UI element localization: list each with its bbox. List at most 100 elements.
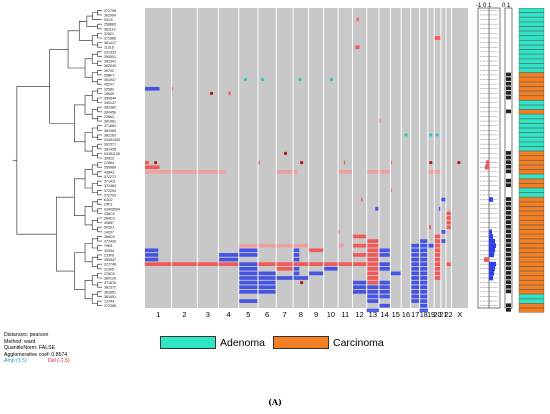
class-indicator-mark — [506, 252, 511, 257]
dendrogram-branch — [97, 217, 102, 223]
deletion-segment — [145, 253, 159, 257]
class-color-cell — [518, 188, 545, 193]
class-color-cell — [518, 132, 545, 138]
deletion-segment — [427, 243, 435, 248]
class-indicator-mark — [506, 271, 511, 275]
class-color-cell — [518, 220, 545, 225]
deletion-segment — [276, 276, 294, 280]
stat-method: Method: ward — [4, 338, 36, 345]
sample-label: 371666 — [104, 37, 116, 41]
sample-label: 378C6 — [104, 272, 115, 276]
class-color-cell — [518, 95, 545, 101]
amplification-segment — [145, 160, 149, 165]
class-indicator-mark — [506, 289, 511, 294]
class-color-cell — [518, 54, 545, 59]
x-tick-label: 6 — [265, 310, 269, 319]
class-indicator-mark — [506, 95, 511, 100]
class-indicator-mark — [506, 72, 511, 77]
summary-bar — [486, 160, 489, 165]
deletion-segment — [410, 276, 420, 280]
amplification-segment — [366, 248, 379, 253]
dendrogram-branch — [97, 282, 102, 288]
stat-agglomerative-coef: Agglomerative coef: 0.8574 — [4, 351, 68, 358]
deletion-segment — [410, 280, 420, 285]
deletion-segment — [419, 294, 428, 299]
x-tick-label: 2 — [182, 310, 186, 319]
amplification-segment — [323, 262, 339, 266]
sample-label: 438A1 — [104, 170, 114, 174]
amplification-segment — [434, 239, 441, 243]
amplification-segment — [276, 262, 294, 266]
focal-event-point — [283, 151, 288, 155]
class-color-cell — [518, 26, 545, 32]
sample-label: 61D2 — [104, 198, 113, 202]
amplification-segment — [445, 211, 452, 216]
sample-label: 390147 — [104, 101, 116, 105]
dendrogram-branch — [84, 280, 93, 300]
class-color-cell — [518, 86, 545, 92]
class-indicator-mark — [506, 238, 511, 243]
stat-distances: Distances: pearson — [4, 332, 49, 338]
x-tick-label: 16 — [402, 310, 410, 319]
deletion-segment — [419, 276, 428, 280]
deletion-segment — [378, 248, 391, 253]
x-tick-label: 7 — [283, 310, 287, 319]
amplification-segment — [276, 266, 294, 271]
dendrogram-branch — [97, 42, 102, 48]
deletion-segment — [378, 303, 391, 308]
deletion-segment — [375, 206, 379, 211]
deletion-segment — [257, 290, 277, 294]
legend-label-adenoma: Adenoma — [220, 336, 265, 349]
deletion-segment — [410, 299, 420, 303]
class-color-cell — [518, 206, 545, 212]
deletion-segment — [293, 276, 309, 280]
class-color-cell — [518, 271, 545, 276]
class-indicator-mark — [506, 248, 511, 252]
dendrogram-branch — [97, 33, 102, 39]
class-indicator-mark — [506, 197, 511, 201]
amplification-segment — [352, 243, 367, 248]
class-color-cell — [518, 35, 545, 41]
sample-label: 350644 — [104, 97, 116, 101]
sample-label: 371411 — [104, 180, 116, 184]
amplification-segment — [171, 86, 173, 91]
deletion-segment — [366, 294, 379, 299]
x-tick-label: 13 — [369, 310, 377, 319]
sample-label: 23663 — [104, 115, 114, 119]
deletion-segment — [238, 271, 258, 276]
deletion-segment — [293, 271, 300, 276]
class-color-cell — [518, 266, 545, 272]
amplification-segment — [228, 91, 231, 96]
class-color-cell — [518, 128, 545, 133]
deletion-segment — [238, 262, 258, 266]
class-indicator-mark — [506, 261, 511, 266]
class-indicator-mark — [506, 234, 511, 238]
class-color-cell — [518, 77, 545, 82]
x-tick-label: 18 — [420, 312, 428, 319]
sample-label: 39923 — [104, 157, 114, 161]
amplification-segment — [378, 170, 391, 174]
amplification-segment — [145, 165, 160, 170]
class-color-cell — [518, 63, 545, 68]
figure-caption: (A) — [268, 397, 282, 407]
class-color-cell — [518, 72, 545, 78]
class-indicator-mark — [506, 229, 511, 234]
class-color-cell — [518, 151, 545, 156]
deletion-segment — [410, 285, 420, 290]
class-indicator-mark — [506, 215, 511, 220]
class-color-cell — [518, 308, 545, 313]
deletion-segment — [238, 266, 258, 271]
x-tick-label: 10 — [327, 310, 335, 319]
dendrogram-branch — [91, 220, 98, 230]
amplification-segment — [308, 262, 324, 266]
class-color-cell — [518, 192, 545, 198]
amplification-segment — [434, 234, 441, 239]
sample-label: 372294 — [104, 189, 116, 193]
sample-label: 386C5 — [104, 235, 115, 239]
sample-label: 356989 — [104, 166, 116, 170]
deletion-segment — [352, 280, 367, 285]
class-indicator-mark — [506, 81, 511, 86]
sample-label: 381981 — [104, 120, 116, 124]
